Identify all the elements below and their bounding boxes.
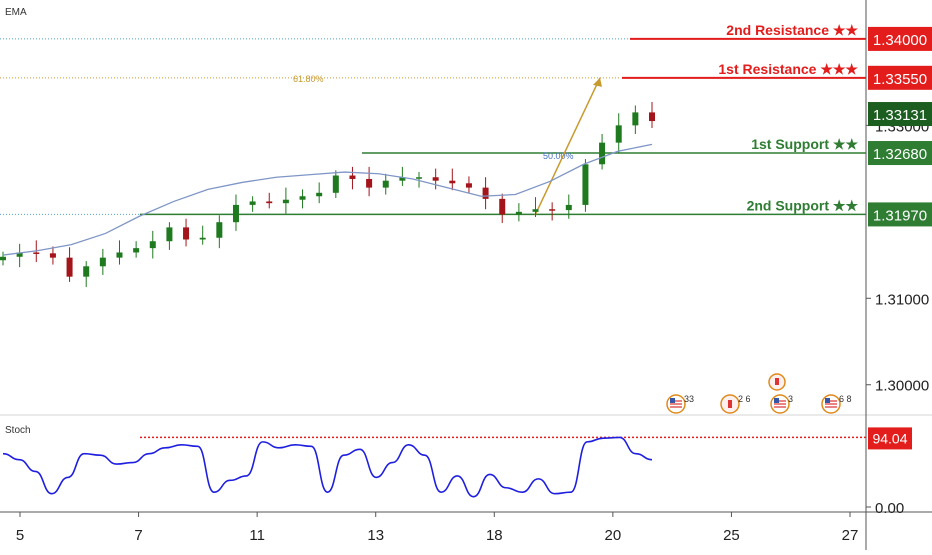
candle-body — [349, 175, 356, 179]
candle-body — [482, 187, 489, 199]
stoch-indicator-label[interactable]: Stoch — [5, 425, 31, 436]
candle-body — [599, 142, 606, 165]
candle-body — [382, 180, 389, 188]
candle-body — [615, 125, 622, 143]
candle-body — [515, 211, 522, 215]
x-tick-label: 25 — [723, 527, 740, 544]
candle-body — [83, 266, 90, 277]
candle-body — [216, 222, 223, 238]
stoch-zero-label: 0.00 — [875, 500, 904, 517]
candle-body — [133, 248, 140, 253]
ema-indicator-label[interactable]: EMA — [5, 7, 27, 18]
x-tick-label: 27 — [842, 527, 859, 544]
candle-body — [532, 209, 539, 212]
event-count-label: 33 — [684, 394, 694, 404]
candle-body — [582, 164, 589, 205]
candle-body — [432, 177, 439, 181]
level-price-4: 1.31970 — [873, 207, 927, 224]
current-price-label: 1.33131 — [873, 107, 927, 124]
level-price-box-4 — [868, 202, 932, 227]
event-count-label: 2 6 — [738, 394, 751, 404]
level-price-1: 1.34000 — [873, 32, 927, 49]
flag-canton — [670, 398, 675, 403]
candle-body — [99, 257, 106, 267]
candle-body — [149, 241, 156, 249]
flag-leaf — [728, 400, 732, 408]
candle-body — [116, 252, 123, 258]
candle-body — [282, 199, 289, 204]
stoch-line — [2, 436, 653, 498]
flag-leaf — [775, 378, 779, 385]
candle-body — [366, 178, 373, 188]
candle-body — [316, 192, 323, 197]
candle-body — [399, 177, 406, 181]
candle-body — [549, 209, 556, 211]
stoch-value-label: 94.04 — [872, 430, 907, 446]
x-tick-label: 18 — [486, 527, 503, 544]
candle-body — [16, 252, 23, 257]
candle-body — [266, 201, 273, 204]
x-tick-label: 7 — [134, 527, 142, 544]
level-price-2: 1.33550 — [873, 71, 927, 88]
x-tick-label: 11 — [249, 527, 265, 544]
candle-body — [166, 227, 173, 242]
fib-arrow-line — [534, 77, 601, 216]
candle-body — [183, 227, 190, 240]
level-label-4: 2nd Support ★★ — [747, 197, 859, 213]
level-price-3: 1.32680 — [873, 146, 927, 163]
level-price-box-2 — [868, 65, 932, 90]
candle-body — [565, 204, 572, 211]
candle-body — [416, 177, 423, 179]
candle-body — [66, 257, 73, 277]
flag-canton — [825, 398, 830, 403]
x-tick-label: 5 — [16, 527, 24, 544]
candle-body — [632, 112, 639, 126]
event-count-label: 6 8 — [839, 394, 852, 404]
current-price-box — [868, 102, 932, 127]
stoch-value-box — [868, 427, 912, 450]
candle-body — [299, 196, 306, 200]
candle-body — [49, 253, 56, 258]
fib-618-label: 61.80% — [293, 74, 324, 84]
flag-canton — [774, 398, 779, 403]
candle-body — [249, 201, 256, 205]
candle-body — [449, 180, 456, 184]
candle-body — [332, 175, 339, 193]
candle-body — [0, 256, 6, 261]
level-label-2: 1st Resistance ★★★ — [718, 61, 858, 77]
x-tick-label: 20 — [605, 527, 622, 544]
candle-body — [465, 183, 472, 188]
event-count-label: 3 — [788, 394, 793, 404]
candle-body — [499, 198, 506, 215]
candle-body — [232, 204, 239, 223]
candle-body — [649, 112, 655, 122]
x-tick-label: 13 — [367, 527, 384, 544]
fib-arrow-head — [593, 77, 602, 87]
level-price-box-3 — [868, 141, 932, 166]
candle-body — [199, 237, 206, 240]
ema-line — [2, 143, 653, 256]
level-price-box-1 — [868, 26, 932, 51]
candle-body — [33, 252, 40, 254]
y-tick-label: 1.31000 — [875, 291, 929, 308]
level-label-3: 1st Support ★★ — [751, 136, 858, 152]
y-tick-label: 1.30000 — [875, 378, 929, 395]
level-label-1: 2nd Resistance ★★ — [726, 22, 858, 38]
fib-50-label: 50.00% — [543, 151, 574, 161]
